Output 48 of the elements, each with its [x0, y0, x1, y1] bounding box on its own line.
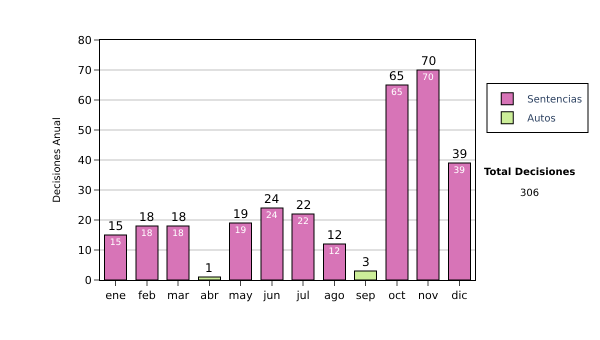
- y-tick-label: 50: [78, 124, 92, 137]
- data-label: 18: [141, 229, 153, 239]
- total-label: 19: [233, 207, 248, 221]
- y-tick-label: 10: [78, 244, 92, 257]
- y-tick-label: 40: [78, 154, 92, 167]
- y-tick-label: 20: [78, 214, 92, 227]
- y-tick-label: 80: [78, 34, 92, 47]
- total-label: 1: [205, 261, 213, 275]
- data-label: 39: [454, 166, 466, 176]
- y-tick-label: 60: [78, 94, 92, 107]
- legend-label: Autos: [527, 114, 556, 125]
- data-label: 15: [110, 238, 122, 248]
- x-tick-label: mar: [167, 289, 190, 302]
- total-label: 3: [362, 255, 370, 269]
- y-tick-label: 70: [78, 64, 92, 77]
- data-label: 19: [234, 226, 246, 236]
- total-label: 65: [389, 69, 404, 83]
- data-label: 18: [172, 229, 184, 239]
- x-tick-label: sep: [356, 289, 376, 302]
- y-tick-label: 30: [78, 184, 92, 197]
- data-label: 24: [266, 211, 278, 221]
- legend-label: Sentencias: [527, 94, 582, 106]
- total-label: 15: [108, 219, 124, 233]
- text: Total Decisiones: [484, 167, 576, 178]
- total-label: 18: [171, 210, 186, 224]
- x-tick-label: abr: [200, 289, 219, 302]
- x-tick-label: ago: [324, 289, 345, 302]
- total-label: 24: [264, 192, 280, 206]
- text: 306: [520, 188, 540, 199]
- x-tick-label: oct: [388, 289, 406, 302]
- total-label: 18: [139, 210, 154, 224]
- x-tick-label: nov: [418, 289, 439, 302]
- x-tick-label: jun: [262, 289, 280, 302]
- total-label: 12: [327, 228, 342, 242]
- data-label: 22: [297, 217, 309, 227]
- x-tick-label: jul: [296, 289, 310, 302]
- total-label: 39: [452, 147, 468, 161]
- total-label: 22: [296, 198, 312, 212]
- data-label: 12: [328, 247, 340, 257]
- total-label: 70: [421, 54, 436, 68]
- x-tick-label: dic: [451, 289, 468, 302]
- y-tick-label: 0: [84, 274, 92, 287]
- data-label: 70: [422, 73, 434, 83]
- y-axis-title: Decisiones Anual: [52, 117, 63, 203]
- x-tick-label: feb: [138, 289, 156, 302]
- data-label: 65: [391, 88, 403, 98]
- x-tick-label: ene: [105, 289, 126, 302]
- x-tick-label: may: [228, 289, 254, 302]
